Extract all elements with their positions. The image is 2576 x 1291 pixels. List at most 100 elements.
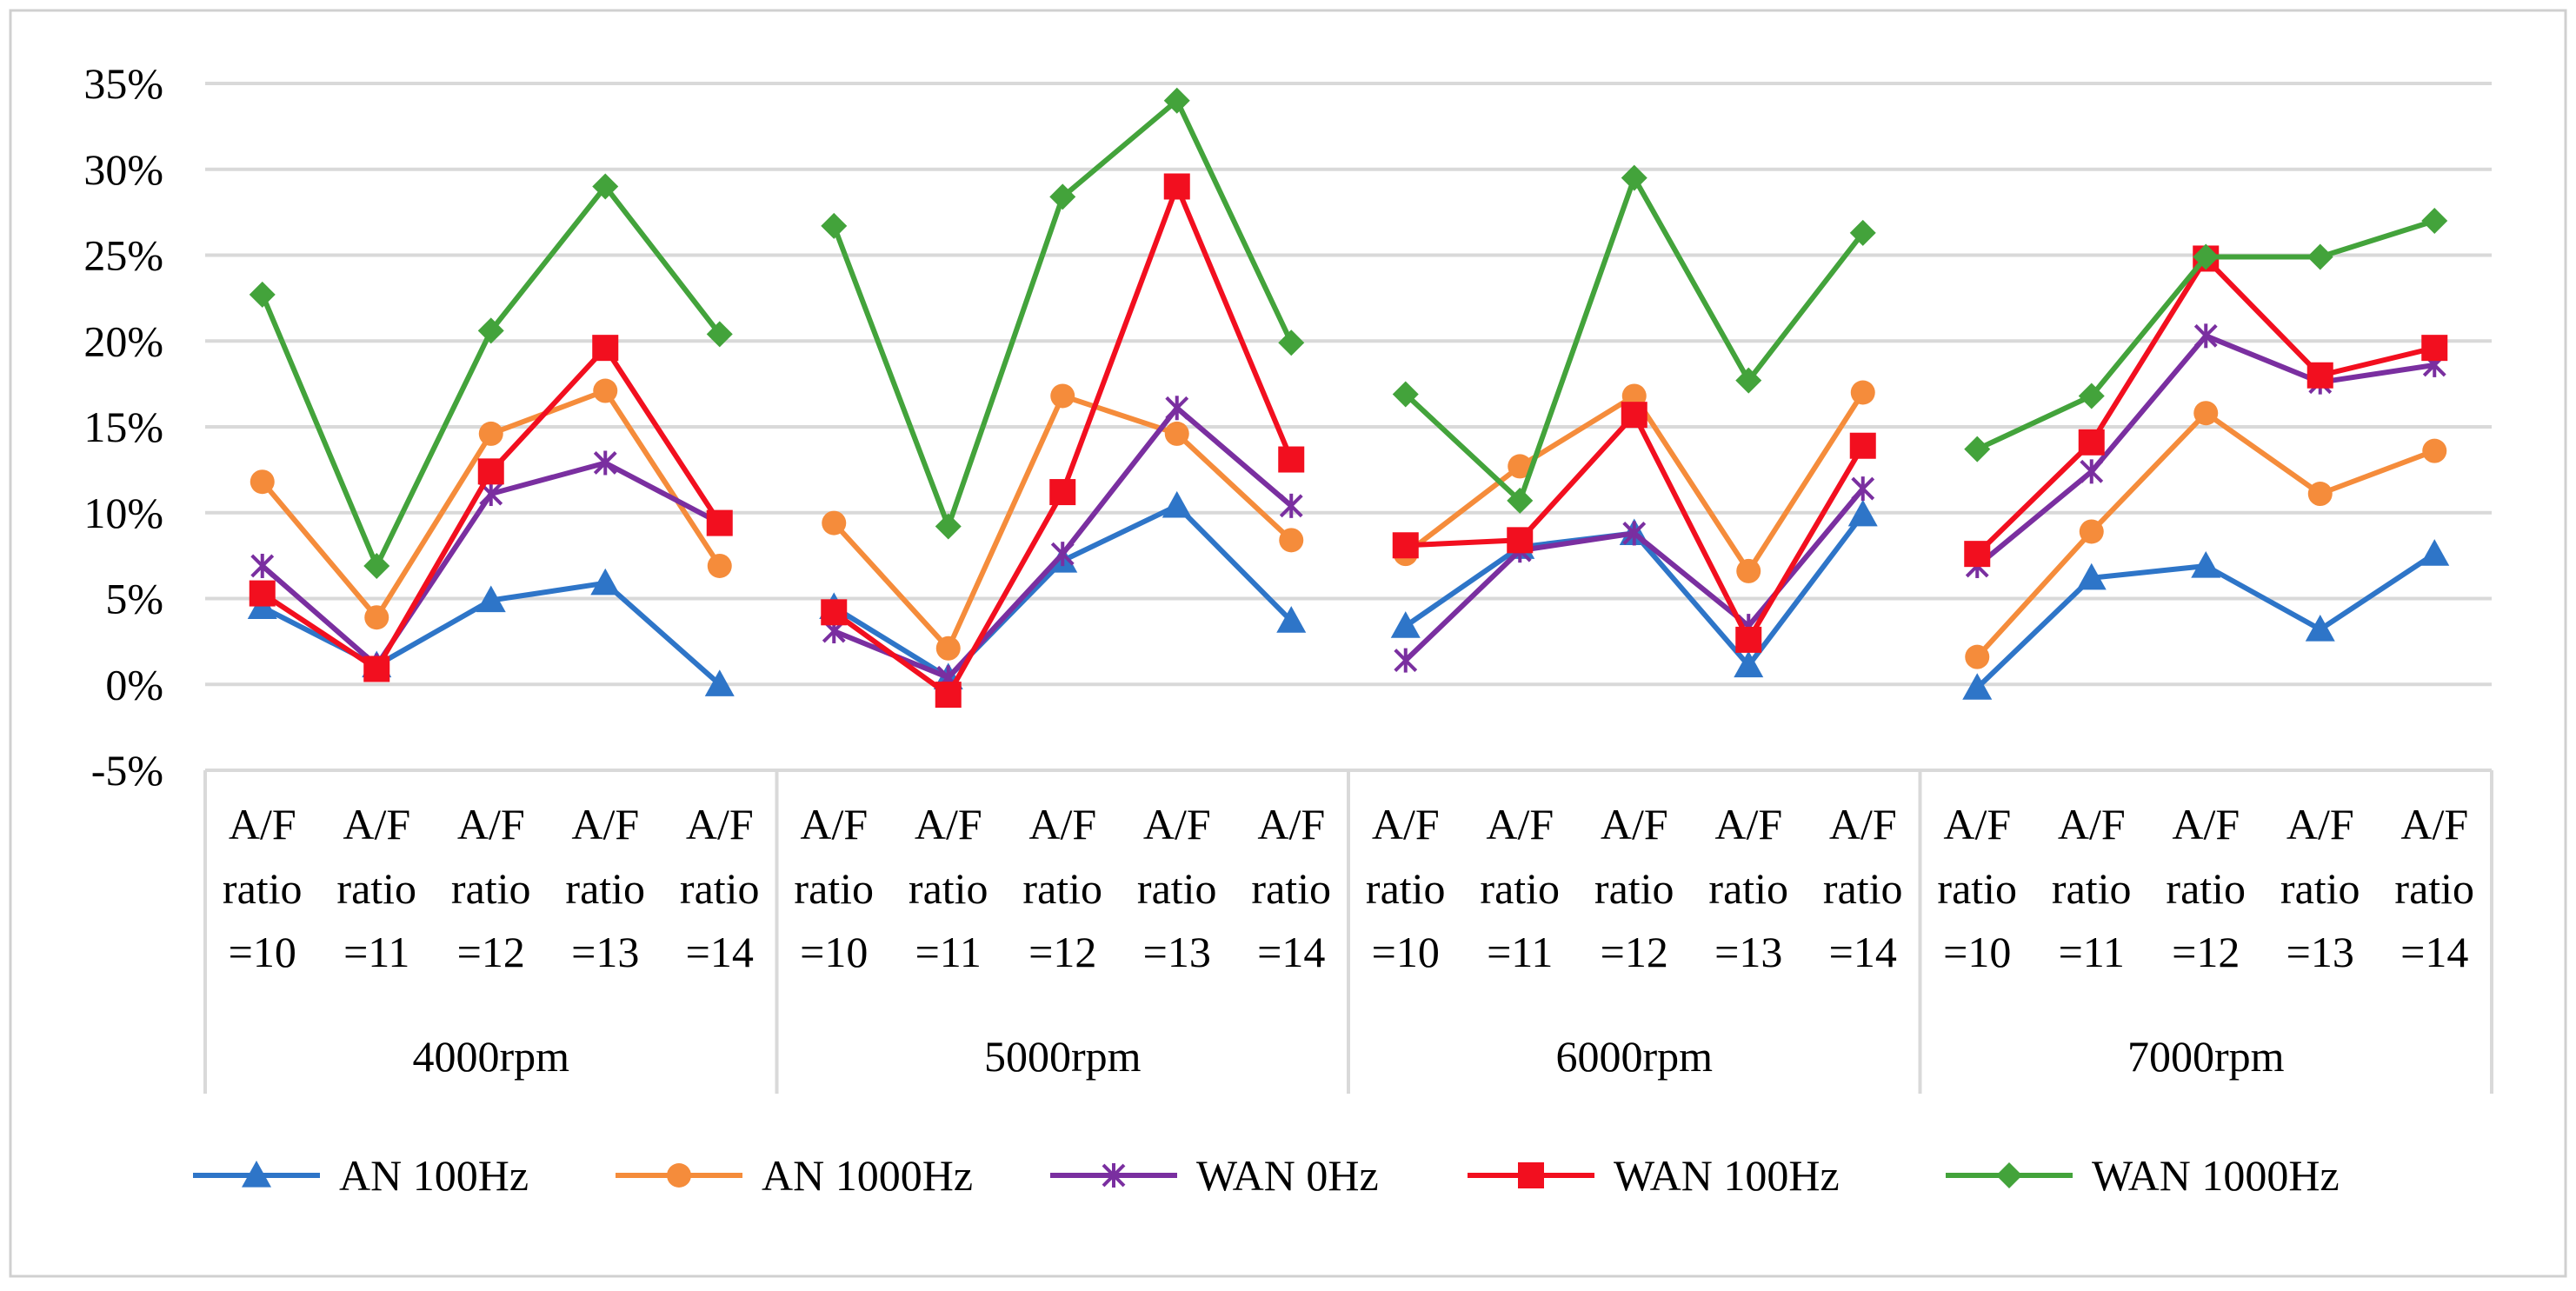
data-point [2078,383,2105,409]
y-tick-label: 20% [83,316,163,365]
data-point [1964,436,1991,462]
x-tick-label: ratio [1480,864,1560,913]
x-tick-label: A/F [800,800,868,848]
x-tick-label: =14 [686,928,754,976]
x-tick-label: =13 [1143,928,1211,976]
legend-marker [667,1163,691,1188]
legend-item: WAN 100Hz [1468,1151,1840,1200]
x-tick-label: A/F [1257,800,1325,848]
x-tick-label: =14 [2400,928,2468,976]
data-point [2191,550,2221,578]
data-point [2306,243,2333,270]
x-tick-label: ratio [1937,864,2017,913]
chart-frame [9,9,2567,1278]
data-point [706,321,733,348]
x-tick-label: A/F [1143,800,1211,848]
data-point [2307,482,2333,507]
data-point [1507,527,1534,554]
y-tick-label: 35% [83,59,163,108]
data-point [2306,362,2333,389]
data-point [821,212,848,239]
legend-marker [1518,1162,1544,1188]
data-point [363,552,390,579]
legend-item: AN 100Hz [193,1151,529,1200]
data-point [704,669,735,696]
data-point [250,553,275,578]
data-point [2305,615,2335,642]
data-point [706,509,733,536]
data-point [1163,87,1190,114]
data-point [2080,459,2104,484]
group-label: 4000rpm [412,1032,569,1081]
legend-item: AN 1000Hz [616,1151,973,1200]
legend-marker [242,1161,271,1188]
data-point [590,568,621,596]
series-an-1000hz [250,378,2447,669]
data-point [1049,479,1076,506]
x-tick-label: =13 [1714,928,1782,976]
legend-label: WAN 100Hz [1614,1151,1840,1200]
x-tick-label: A/F [1028,800,1096,848]
data-point [477,317,504,344]
x-tick-label: ratio [2052,864,2132,913]
data-point [1734,650,1764,678]
series-wan-1000hz [249,87,2448,579]
legend-marker [1996,1162,2022,1188]
x-tick-label: ratio [2280,864,2360,913]
data-point [1962,673,1993,700]
data-point [1279,528,1304,553]
data-point [1164,421,1189,446]
data-point [1162,490,1192,518]
x-tick-label: ratio [1137,864,1217,913]
data-point [1965,644,1990,669]
data-point [2420,539,2450,566]
legend-label: WAN 1000Hz [2092,1151,2340,1200]
x-tick-label: ratio [1594,864,1674,913]
y-tick-label: 25% [83,231,163,280]
data-point [593,378,618,403]
data-point [476,585,506,613]
legend-item: WAN 0Hz [1050,1151,1379,1200]
data-point [1850,380,1875,405]
x-tick-label: A/F [2058,800,2126,848]
data-point [1736,558,1761,583]
x-tick-label: A/F [1943,800,2011,848]
data-point [478,421,503,446]
data-point [1392,532,1419,559]
x-tick-label: ratio [1251,864,1331,913]
data-point [364,605,389,630]
x-tick-label: A/F [1714,800,1782,848]
x-tick-label: ratio [565,864,645,913]
y-tick-label: 15% [83,403,163,451]
x-tick-label: A/F [1486,800,1554,848]
data-point [1163,173,1190,200]
data-point [935,682,962,709]
data-point [593,450,617,476]
x-tick-label: =13 [571,928,639,976]
y-tick-label: 30% [83,145,163,194]
data-point [1050,383,1075,409]
x-tick-label: A/F [229,800,296,848]
x-tick-label: A/F [2286,800,2354,848]
data-point [1851,476,1875,502]
data-point [250,469,275,495]
data-point [707,553,732,578]
x-tick-label: ratio [680,864,760,913]
data-point [1049,183,1076,210]
data-point [1621,164,1647,191]
data-point [2421,208,2448,234]
x-tick-label: ratio [336,864,416,913]
data-point [1735,367,1762,394]
data-point [935,636,961,661]
data-point [1392,381,1419,408]
data-point [1394,648,1418,673]
x-tick-label: =11 [915,928,982,976]
x-tick-label: A/F [2400,800,2468,848]
y-tick-label: -5% [91,746,163,795]
x-tick-label: ratio [451,864,531,913]
data-point [1278,329,1305,356]
data-point [249,580,276,607]
data-point [1050,542,1075,567]
x-tick-label: =12 [457,928,525,976]
